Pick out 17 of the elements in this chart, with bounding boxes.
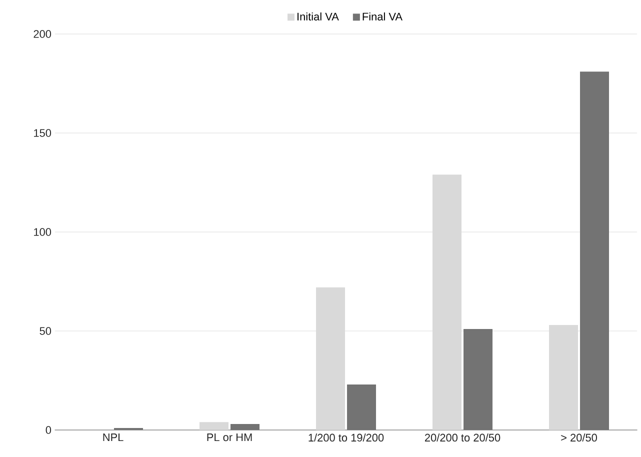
legend-label: Final VA	[362, 12, 402, 20]
y-tick-label: 100	[34, 228, 52, 236]
y-tick-label: 0	[46, 426, 52, 434]
bar	[464, 329, 493, 430]
bar	[580, 72, 610, 430]
y-tick-label: 50	[40, 327, 52, 335]
legend-label: Initial VA	[298, 12, 339, 20]
x-tick-label: PL or HM	[207, 434, 252, 442]
y-tick-label: 200	[34, 30, 52, 38]
x-tick-label: NPL	[103, 434, 124, 442]
bar	[230, 424, 260, 430]
bar	[347, 384, 376, 430]
x-tick-label: 20/200 to 20/50	[424, 434, 500, 442]
x-tick-label: > 20/50	[561, 434, 597, 442]
y-tick-label: 150	[34, 129, 52, 137]
x-tick-label: 1/200 to 19/200	[308, 434, 384, 442]
bar	[200, 422, 229, 430]
